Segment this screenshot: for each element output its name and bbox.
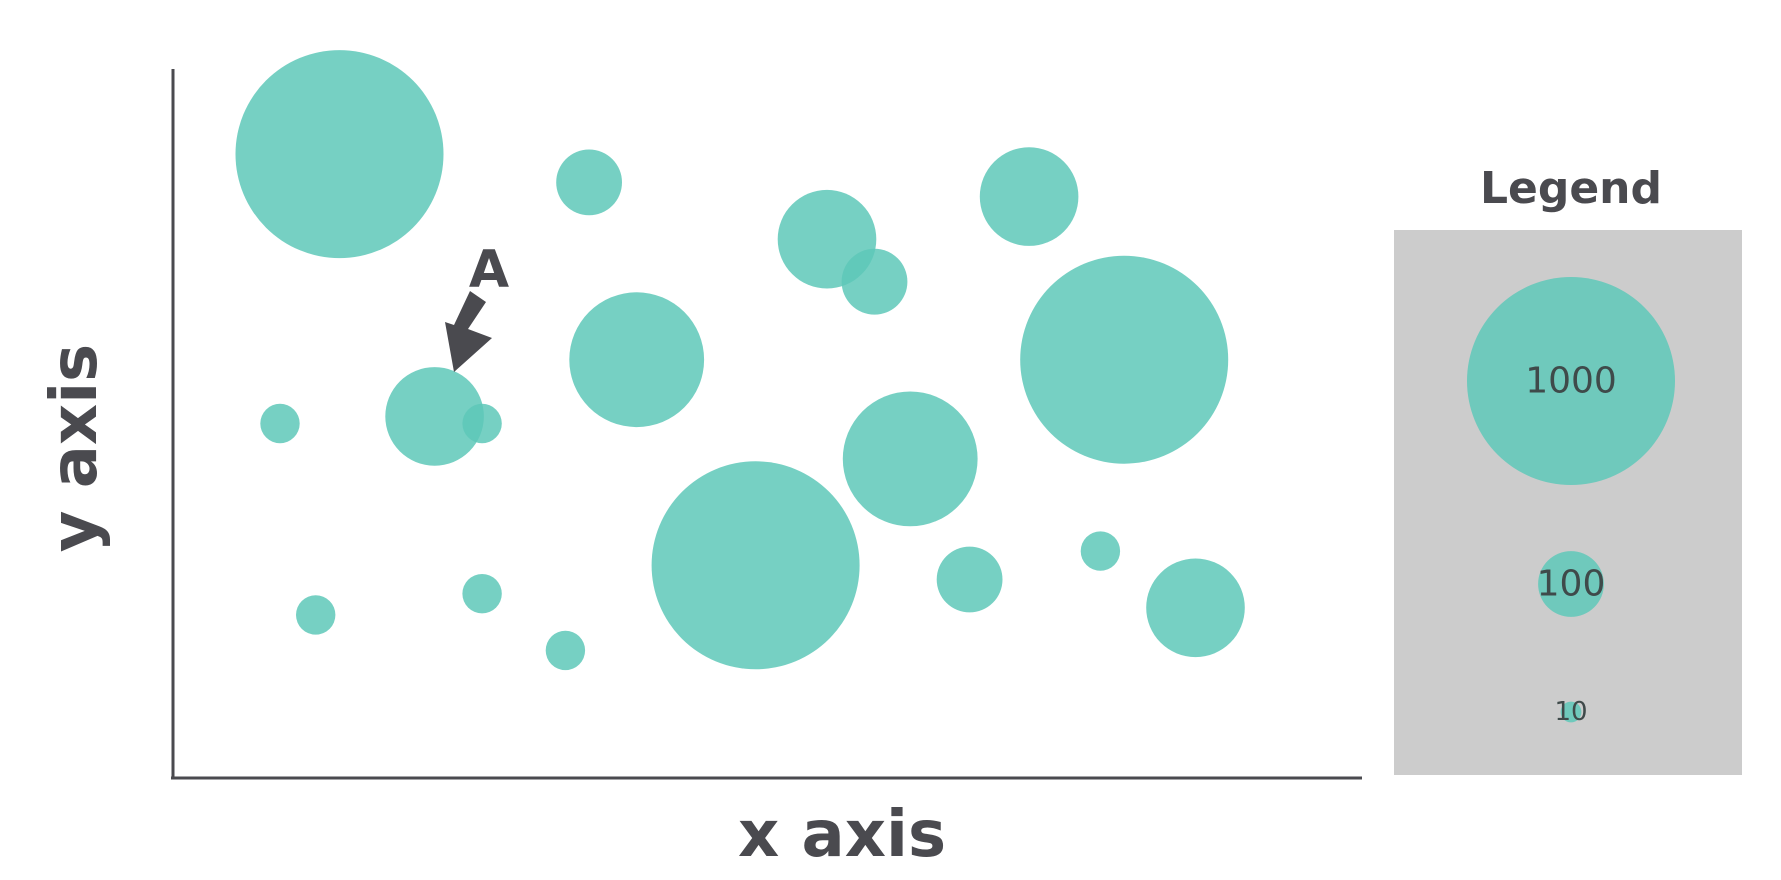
legend: Legend 1000 100 10 (1394, 163, 1742, 775)
legend-label-1000: 1000 (1525, 361, 1617, 402)
bubble-point-2 (556, 149, 622, 216)
bubble-point-12 (296, 595, 336, 635)
bubble-point-15 (651, 461, 860, 670)
bubble-point-7 (462, 403, 502, 444)
legend-items: 1000 100 10 (1467, 277, 1675, 727)
bubble-point-14 (545, 630, 586, 671)
bubble-point-16 (936, 546, 1003, 613)
legend-bubble-10 (1560, 701, 1582, 723)
bubble-point-8 (569, 292, 705, 428)
plot-area: A x axis y axis (38, 50, 1362, 872)
bubble-point-6 (260, 403, 300, 444)
y-axis-label: y axis (38, 344, 112, 553)
bubbles-layer (235, 50, 1245, 671)
bubble-point-9 (979, 147, 1079, 246)
legend-bubble-1000 (1467, 277, 1675, 485)
bubble-point-1 (235, 50, 444, 259)
bubble-point-5 (385, 367, 484, 466)
legend-label-100: 100 (1537, 564, 1606, 605)
annotation-arrow-icon (445, 291, 492, 372)
bubble-point-17 (1080, 531, 1121, 571)
bubble-point-10 (1020, 255, 1229, 464)
bubble-point-18 (1146, 558, 1245, 658)
legend-bubble-100 (1538, 551, 1604, 617)
annotation-label: A (469, 240, 509, 300)
bubble-point-13 (462, 574, 502, 614)
legend-title: Legend (1480, 163, 1662, 214)
annotation-a: A (445, 240, 509, 372)
x-axis-label: x axis (738, 798, 946, 872)
bubble-point-4 (841, 248, 908, 315)
bubble-point-11 (842, 391, 978, 527)
legend-label-10: 10 (1554, 697, 1587, 727)
